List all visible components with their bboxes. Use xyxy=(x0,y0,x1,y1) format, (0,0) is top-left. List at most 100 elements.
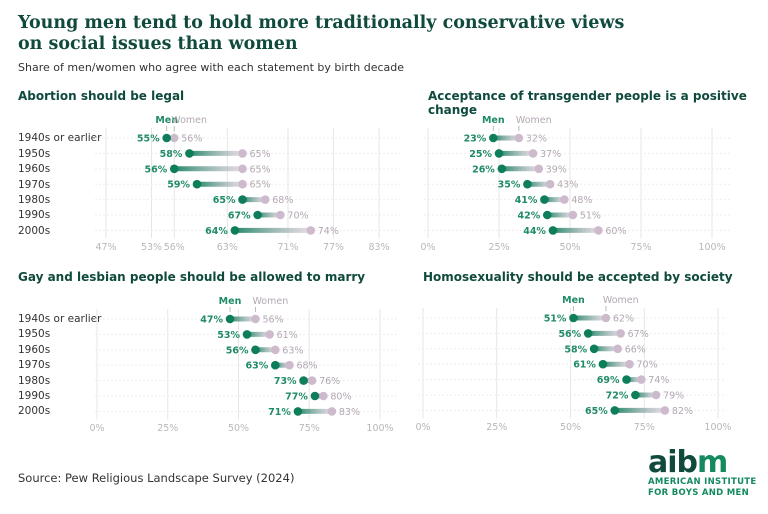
men-value-label: 69% xyxy=(597,375,620,386)
women-dot xyxy=(594,226,603,235)
row-label: 1990s xyxy=(18,390,51,402)
women-dot xyxy=(514,133,524,143)
women-value-label: 56% xyxy=(262,315,283,326)
men-dot xyxy=(253,210,262,220)
men-dot xyxy=(598,359,608,369)
row-label: 1960s xyxy=(18,163,51,175)
women-value-label: 82% xyxy=(672,406,693,417)
women-dot xyxy=(307,376,317,385)
women-dot xyxy=(319,391,328,401)
men-dot xyxy=(270,360,280,370)
logo-wordmark: aibm xyxy=(648,445,728,480)
panel-title-abortion: Abortion should be legal xyxy=(18,89,185,103)
women-value-label: 79% xyxy=(663,391,684,402)
women-dot xyxy=(625,359,634,369)
men-dot xyxy=(230,226,240,235)
women-value-label: 39% xyxy=(546,164,567,175)
panel-2: 0% 25% 50% 75% 100% Men Women 47% 56% 53% 61% 56% 63… xyxy=(89,296,398,434)
women-dot xyxy=(601,313,611,323)
men-value-label: 65% xyxy=(213,195,236,206)
x-tick-label: 75% xyxy=(299,423,320,434)
row-label: 1980s xyxy=(18,375,51,387)
men-value-label: 44% xyxy=(523,226,546,237)
women-value-label: 74% xyxy=(648,375,669,386)
women-dot xyxy=(238,149,247,158)
men-dot xyxy=(185,149,194,158)
women-dot xyxy=(276,210,285,220)
women-value-label: 68% xyxy=(272,195,293,206)
legend-women: Women xyxy=(171,115,207,126)
men-dot xyxy=(569,313,578,323)
men-value-label: 53% xyxy=(217,330,240,341)
women-dot xyxy=(285,360,294,370)
x-tick-label: 100% xyxy=(698,242,725,253)
row-label: 1970s xyxy=(18,179,51,191)
x-tick-label: 50% xyxy=(559,242,580,253)
men-value-label: 73% xyxy=(274,376,297,387)
men-dot xyxy=(242,330,252,339)
women-value-label: 70% xyxy=(287,211,308,222)
women-dot xyxy=(327,407,337,416)
women-dot xyxy=(238,164,247,174)
x-tick-label: 50% xyxy=(560,422,581,433)
row-label: 1950s xyxy=(18,328,51,340)
women-value-label: 66% xyxy=(625,344,646,355)
men-dot xyxy=(293,407,303,416)
x-tick-label: 25% xyxy=(486,422,507,433)
women-value-label: 56% xyxy=(181,134,202,145)
women-dot xyxy=(169,133,179,143)
men-value-label: 51% xyxy=(544,314,567,325)
men-dot xyxy=(299,376,308,385)
men-dot xyxy=(238,195,247,204)
men-dot xyxy=(540,195,549,204)
legend-men: Men xyxy=(155,115,178,126)
legend-women: Women xyxy=(603,295,639,306)
panel-title-transgender: Acceptance of transgender people is a po… xyxy=(428,89,747,117)
x-tick-label: 71% xyxy=(277,242,298,253)
women-dot xyxy=(260,195,270,204)
x-tick-label: 25% xyxy=(157,423,178,434)
subtitle: Share of men/women who agree with each s… xyxy=(18,61,405,74)
men-dot xyxy=(192,179,202,189)
women-value-label: 37% xyxy=(540,149,561,160)
men-value-label: 58% xyxy=(160,149,183,160)
men-dot xyxy=(542,210,552,220)
men-value-label: 55% xyxy=(137,134,160,145)
women-dot xyxy=(270,345,280,355)
x-tick-label: 0% xyxy=(89,423,104,434)
women-value-label: 65% xyxy=(250,180,271,191)
row-label: 1960s xyxy=(18,344,51,356)
men-value-label: 56% xyxy=(226,345,249,356)
x-tick-label: 0% xyxy=(415,422,430,433)
men-dot xyxy=(310,391,320,401)
women-dot xyxy=(613,344,622,354)
women-value-label: 43% xyxy=(557,180,578,191)
row-label: 1940s or earlier xyxy=(18,313,102,325)
women-value-label: 83% xyxy=(339,407,360,418)
x-tick-label: 100% xyxy=(704,422,731,433)
women-value-label: 76% xyxy=(319,376,340,387)
men-value-label: 42% xyxy=(518,211,541,222)
men-value-label: 67% xyxy=(228,211,251,222)
women-dot xyxy=(651,390,661,400)
men-dot xyxy=(523,179,532,189)
women-value-label: 62% xyxy=(613,314,634,325)
main-title: Young men tend to hold more traditionall… xyxy=(18,13,625,54)
women-value-label: 61% xyxy=(277,330,298,341)
women-dot xyxy=(616,329,625,338)
men-value-label: 58% xyxy=(564,344,587,355)
men-dot xyxy=(489,133,498,143)
x-tick-label: 25% xyxy=(488,242,509,253)
panel-title-marriage: Gay and lesbian people should be allowed… xyxy=(18,270,366,284)
men-value-label: 63% xyxy=(246,361,269,372)
men-value-label: 64% xyxy=(205,226,228,237)
legend-women: Women xyxy=(252,296,288,307)
men-dot xyxy=(631,390,640,400)
women-value-label: 60% xyxy=(605,226,626,237)
women-value-label: 48% xyxy=(571,195,592,206)
women-value-label: 68% xyxy=(296,361,317,372)
men-dot xyxy=(583,329,593,338)
